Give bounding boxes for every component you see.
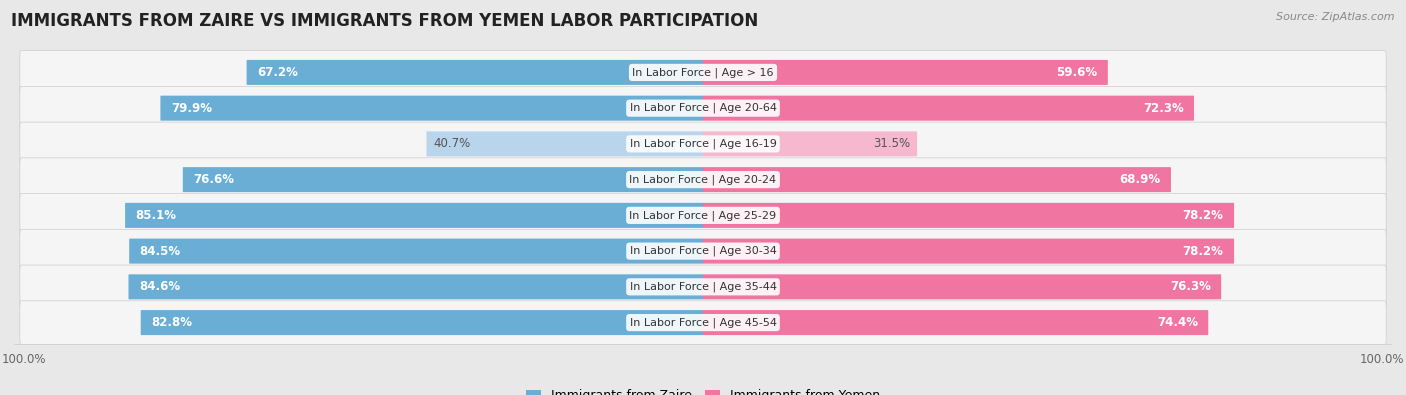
- Text: In Labor Force | Age 35-44: In Labor Force | Age 35-44: [630, 282, 776, 292]
- Text: Source: ZipAtlas.com: Source: ZipAtlas.com: [1277, 12, 1395, 22]
- FancyBboxPatch shape: [703, 275, 1222, 299]
- FancyBboxPatch shape: [703, 203, 1234, 228]
- FancyBboxPatch shape: [20, 158, 1386, 201]
- Text: In Labor Force | Age 25-29: In Labor Force | Age 25-29: [630, 210, 776, 221]
- Text: In Labor Force | Age 30-34: In Labor Force | Age 30-34: [630, 246, 776, 256]
- FancyBboxPatch shape: [20, 194, 1386, 237]
- Text: 76.3%: 76.3%: [1170, 280, 1211, 293]
- FancyBboxPatch shape: [20, 87, 1386, 130]
- Text: 74.4%: 74.4%: [1157, 316, 1198, 329]
- FancyBboxPatch shape: [246, 60, 703, 85]
- FancyBboxPatch shape: [125, 203, 703, 228]
- Text: 68.9%: 68.9%: [1119, 173, 1160, 186]
- FancyBboxPatch shape: [703, 60, 1108, 85]
- Text: 85.1%: 85.1%: [135, 209, 177, 222]
- FancyBboxPatch shape: [703, 167, 1171, 192]
- Text: 76.6%: 76.6%: [193, 173, 235, 186]
- Text: In Labor Force | Age 20-64: In Labor Force | Age 20-64: [630, 103, 776, 113]
- Text: 79.9%: 79.9%: [172, 102, 212, 115]
- FancyBboxPatch shape: [20, 51, 1386, 94]
- FancyBboxPatch shape: [128, 275, 703, 299]
- FancyBboxPatch shape: [20, 301, 1386, 344]
- FancyBboxPatch shape: [141, 310, 703, 335]
- Text: 78.2%: 78.2%: [1182, 209, 1223, 222]
- Text: 84.5%: 84.5%: [139, 245, 181, 258]
- FancyBboxPatch shape: [160, 96, 703, 120]
- Text: 40.7%: 40.7%: [433, 137, 471, 150]
- FancyBboxPatch shape: [703, 239, 1234, 263]
- Text: IMMIGRANTS FROM ZAIRE VS IMMIGRANTS FROM YEMEN LABOR PARTICIPATION: IMMIGRANTS FROM ZAIRE VS IMMIGRANTS FROM…: [11, 12, 758, 30]
- Text: In Labor Force | Age 45-54: In Labor Force | Age 45-54: [630, 317, 776, 328]
- FancyBboxPatch shape: [426, 132, 703, 156]
- FancyBboxPatch shape: [20, 265, 1386, 308]
- FancyBboxPatch shape: [20, 229, 1386, 273]
- Text: 31.5%: 31.5%: [873, 137, 910, 150]
- Text: 72.3%: 72.3%: [1143, 102, 1184, 115]
- Text: 78.2%: 78.2%: [1182, 245, 1223, 258]
- FancyBboxPatch shape: [703, 132, 917, 156]
- Text: In Labor Force | Age 16-19: In Labor Force | Age 16-19: [630, 139, 776, 149]
- FancyBboxPatch shape: [703, 310, 1208, 335]
- Text: 82.8%: 82.8%: [152, 316, 193, 329]
- Text: 67.2%: 67.2%: [257, 66, 298, 79]
- Text: In Labor Force | Age 20-24: In Labor Force | Age 20-24: [630, 174, 776, 185]
- FancyBboxPatch shape: [20, 122, 1386, 166]
- Text: 59.6%: 59.6%: [1056, 66, 1097, 79]
- FancyBboxPatch shape: [183, 167, 703, 192]
- Legend: Immigrants from Zaire, Immigrants from Yemen: Immigrants from Zaire, Immigrants from Y…: [522, 384, 884, 395]
- FancyBboxPatch shape: [129, 239, 703, 263]
- FancyBboxPatch shape: [703, 96, 1194, 120]
- Text: 84.6%: 84.6%: [139, 280, 180, 293]
- Text: In Labor Force | Age > 16: In Labor Force | Age > 16: [633, 67, 773, 78]
